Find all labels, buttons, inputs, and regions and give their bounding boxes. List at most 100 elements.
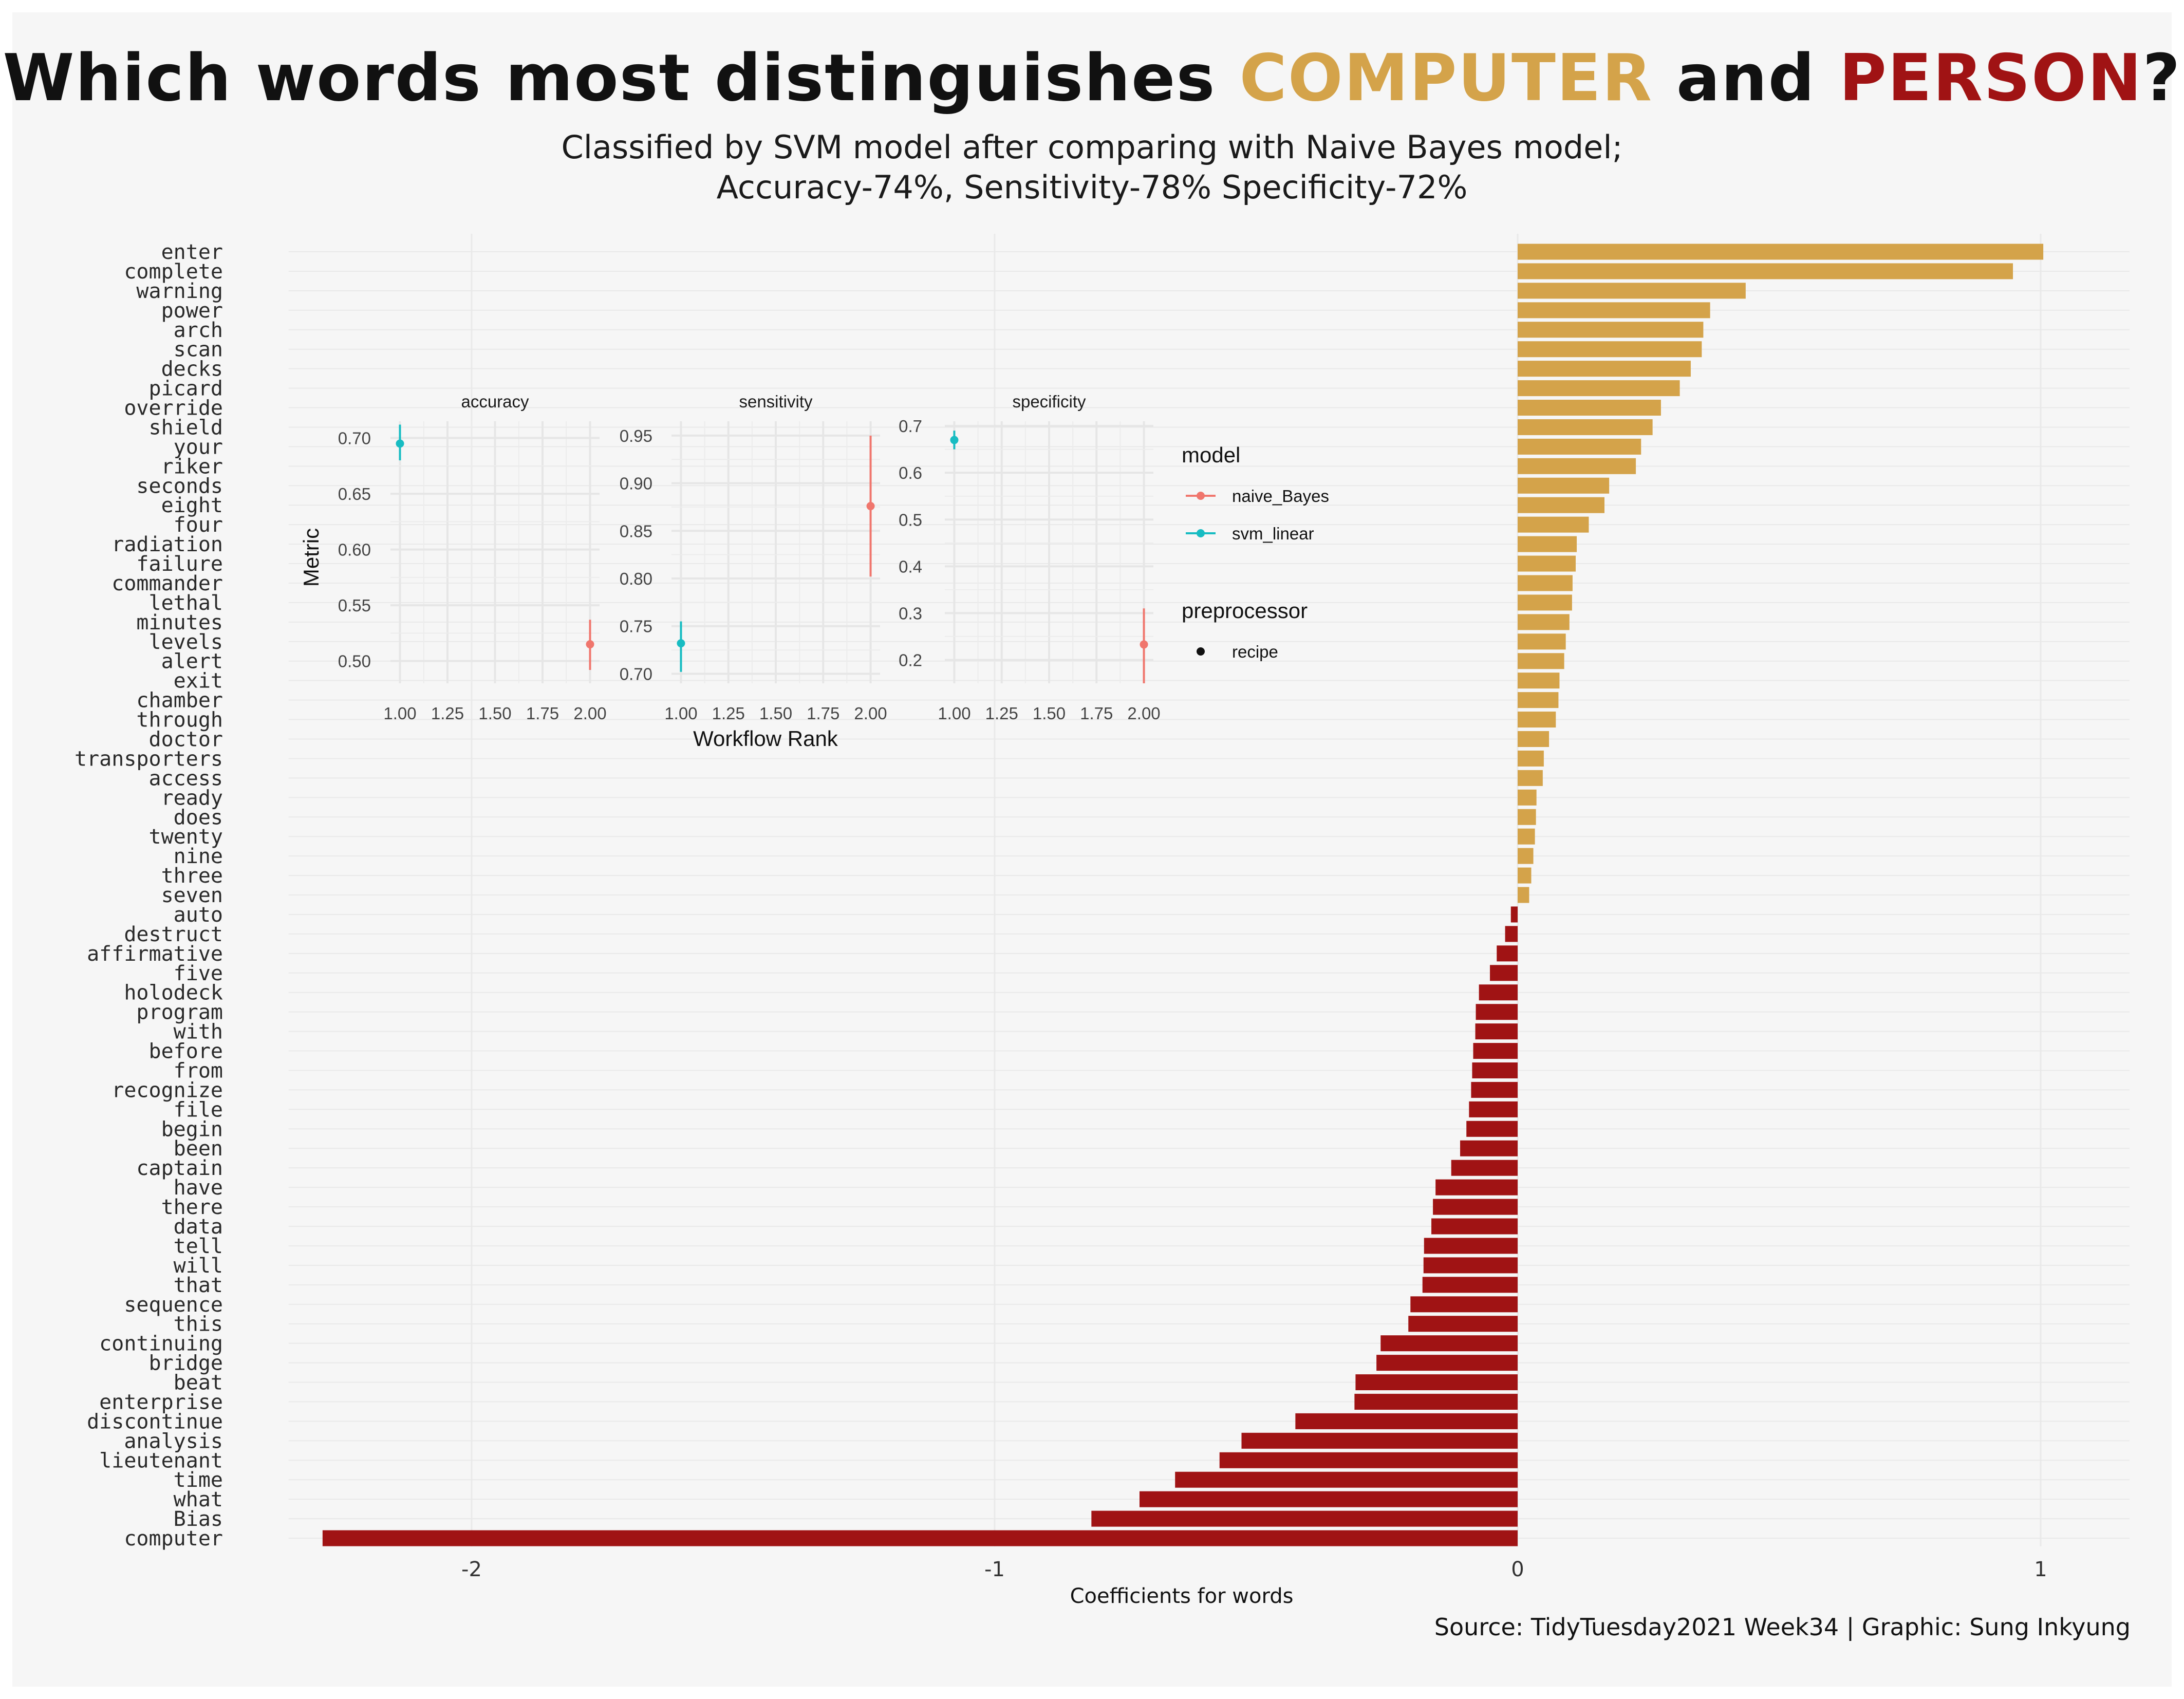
- word-label-this: this: [174, 1313, 223, 1336]
- bar-access: [1518, 770, 1543, 786]
- facet-accuracy: accuracy 0.50 0.55 0.60 0.65 0.70 1.00 1.25 1.50…: [338, 392, 607, 723]
- word-label-picard: picard: [149, 377, 223, 401]
- facet-x-tick: 1.50: [1033, 704, 1066, 723]
- word-label-four: four: [174, 513, 223, 537]
- caption: Source: TidyTuesday2021 Week34 | Graphic…: [1434, 1613, 2131, 1641]
- facet-y-tick: 0.2: [899, 650, 922, 669]
- word-label-time: time: [174, 1468, 223, 1492]
- word-label-eight: eight: [161, 494, 223, 517]
- bar-from: [1472, 1062, 1518, 1078]
- word-label-through: through: [136, 708, 223, 732]
- bar-minutes: [1518, 614, 1570, 630]
- facet-x-tick: 1.75: [526, 704, 559, 723]
- facet-x-axis-title: Workflow Rank: [693, 726, 838, 751]
- bar-lieutenant: [1219, 1452, 1518, 1468]
- word-label-chamber: chamber: [136, 689, 223, 713]
- word-label-program: program: [136, 1001, 223, 1024]
- point-svm_linear: [677, 639, 685, 648]
- facet-y-tick: 0.3: [899, 604, 922, 623]
- facet-x-tick: 2.00: [854, 704, 887, 723]
- facet-x-tick: 1.50: [478, 704, 511, 723]
- facet-y-tick: 0.4: [899, 557, 922, 576]
- word-label-affirmative: affirmative: [87, 942, 223, 966]
- bar-program: [1476, 1004, 1518, 1020]
- x-tick-label--2: -2: [461, 1558, 482, 1581]
- word-label-will: will: [174, 1254, 223, 1278]
- bar-shield: [1518, 419, 1653, 435]
- bar-seven: [1518, 887, 1529, 903]
- chart-title: Which words most distinguishes COMPUTER …: [3, 40, 2181, 116]
- bar-your: [1518, 438, 1641, 455]
- bar-radiation: [1518, 536, 1577, 552]
- legend-label-svm_linear: svm_linear: [1232, 524, 1314, 543]
- legend-key-point-naive_Bayes: [1197, 492, 1205, 500]
- bar-chart: entercompletewarningpowerarchscandeckspi…: [74, 234, 2130, 1608]
- bar-continuing: [1380, 1335, 1518, 1352]
- facet-y-tick: 0.6: [899, 463, 922, 482]
- bar-ready: [1518, 789, 1537, 806]
- bar-data: [1431, 1218, 1518, 1235]
- bar-transporters: [1518, 750, 1544, 767]
- bar-file: [1469, 1101, 1518, 1117]
- facet-y-tick: 0.70: [620, 664, 652, 683]
- bar-Bias: [1091, 1510, 1518, 1527]
- word-label-computer: computer: [124, 1527, 223, 1551]
- word-label-analysis: analysis: [124, 1429, 223, 1453]
- facet-x-tick: 1.00: [938, 704, 970, 723]
- word-label-bridge: bridge: [149, 1352, 223, 1375]
- bar-riker: [1518, 458, 1636, 474]
- bar-failure: [1518, 555, 1576, 572]
- point-svm_linear: [396, 439, 404, 448]
- word-label-exit: exit: [174, 669, 223, 693]
- bar-decks: [1518, 361, 1691, 377]
- word-label-three: three: [161, 864, 223, 888]
- x-axis-title: Coefficients for words: [1070, 1584, 1294, 1608]
- chart-subtitle-line-1: Classified by SVM model after comparing …: [561, 128, 1623, 166]
- facet-x-tick: 2.00: [1127, 704, 1160, 723]
- point-svm_linear: [950, 436, 959, 444]
- bar-enterprise: [1354, 1393, 1518, 1410]
- legend-model-title: model: [1182, 443, 1240, 467]
- word-label-file: file: [174, 1098, 223, 1122]
- legend-label-naive_Bayes: naive_Bayes: [1232, 487, 1329, 506]
- bar-doctor: [1518, 731, 1550, 747]
- bar-beat: [1355, 1374, 1518, 1391]
- word-label-arch: arch: [174, 319, 223, 342]
- bar-will: [1423, 1257, 1518, 1274]
- word-label-that: that: [174, 1274, 223, 1297]
- bar-discontinue: [1295, 1413, 1518, 1429]
- word-label-lethal: lethal: [149, 591, 223, 615]
- point-naive_Bayes: [866, 502, 875, 511]
- facet-strip-specificity: specificity: [1012, 392, 1086, 411]
- word-label-warning: warning: [136, 279, 223, 303]
- bar-complete: [1518, 263, 2013, 279]
- word-label-failure: failure: [136, 552, 223, 576]
- word-label-begin: begin: [161, 1117, 223, 1141]
- bar-been: [1460, 1140, 1518, 1156]
- point-naive_Bayes: [1140, 640, 1148, 649]
- facet-x-tick: 2.00: [573, 704, 606, 723]
- bar-scan: [1518, 341, 1702, 358]
- bar-does: [1518, 809, 1536, 825]
- bar-there: [1433, 1199, 1518, 1215]
- word-label-auto: auto: [174, 903, 223, 927]
- facet-sensitivity: sensitivity 0.70 0.75 0.80 0.85 0.90 0.95 1.00 1…: [620, 392, 887, 723]
- facet-y-tick: 0.75: [620, 617, 652, 636]
- bar-begin: [1466, 1121, 1518, 1137]
- word-label-commander: commander: [111, 572, 223, 595]
- legend-label-recipe: recipe: [1232, 642, 1278, 661]
- word-label-been: been: [174, 1137, 223, 1161]
- bar-analysis: [1241, 1432, 1518, 1449]
- bar-what: [1139, 1491, 1518, 1507]
- bar-commander: [1518, 575, 1573, 591]
- facet-y-tick: 0.50: [338, 652, 371, 671]
- word-label-recognize: recognize: [111, 1078, 223, 1102]
- word-label-discontinue: discontinue: [87, 1410, 223, 1433]
- bar-picard: [1518, 380, 1680, 397]
- bar-levels: [1518, 633, 1566, 650]
- bar-have: [1435, 1179, 1518, 1196]
- word-label-data: data: [174, 1215, 223, 1239]
- facet-x-tick: 1.25: [431, 704, 464, 723]
- word-label-override: override: [124, 397, 223, 420]
- word-label-radiation: radiation: [111, 533, 223, 556]
